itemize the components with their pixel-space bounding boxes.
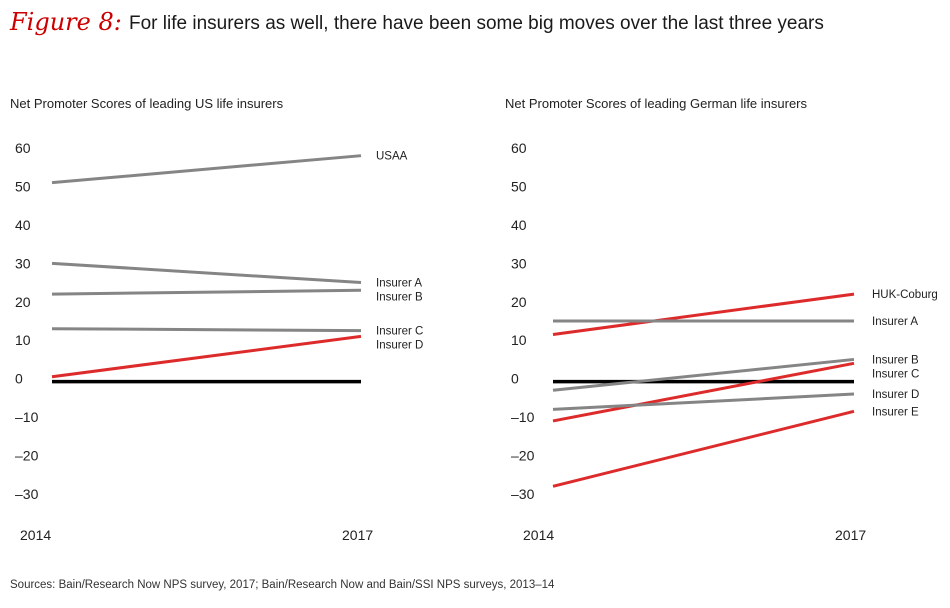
de-series-label: Insurer E xyxy=(872,406,919,418)
de-y-tick-label: –10 xyxy=(511,409,535,425)
figure-title: For life insurers as well, there have be… xyxy=(129,13,824,34)
de-series-label: Insurer A xyxy=(872,316,918,328)
de-y-tick-label: –30 xyxy=(511,486,535,502)
us-series-label: Insurer C xyxy=(376,326,423,338)
us-chart-title: Net Promoter Scores of leading US life i… xyxy=(10,96,284,111)
us-x-tick-label: 2017 xyxy=(342,527,373,543)
de-series-line xyxy=(552,357,855,392)
us-series-line xyxy=(51,261,362,285)
us-y-tick-label: 50 xyxy=(15,178,31,194)
de-series-line xyxy=(552,392,855,411)
us-y-tick-label: 40 xyxy=(15,217,31,233)
de-series-line xyxy=(552,361,855,423)
de-series-label: Insurer B xyxy=(872,354,919,366)
us-x-tick-label: 2014 xyxy=(20,527,51,543)
us-series-label: USAA xyxy=(376,151,408,163)
de-x-tick-label: 2014 xyxy=(523,527,554,543)
us-series-label: Insurer A xyxy=(376,278,422,290)
us-y-tick-label: 10 xyxy=(15,332,31,348)
us-series-line xyxy=(51,288,362,296)
de-y-tick-label: –20 xyxy=(511,448,535,464)
us-y-tick-label: –20 xyxy=(15,448,39,464)
de-y-tick-label: 50 xyxy=(511,178,527,194)
de-y-tick-label: 10 xyxy=(511,332,527,348)
german-chart-title: Net Promoter Scores of leading German li… xyxy=(505,96,808,111)
us-series-line xyxy=(51,327,362,333)
us-y-tick-label: 20 xyxy=(15,294,31,310)
de-series-label: Insurer C xyxy=(872,368,919,380)
us-series-line xyxy=(51,334,362,379)
de-series-label: HUK-Coburg xyxy=(872,289,938,301)
de-y-tick-label: 20 xyxy=(511,294,527,310)
source-note: Sources: Bain/Research Now NPS survey, 2… xyxy=(10,579,555,591)
de-series-line xyxy=(552,292,855,336)
figure-label: Figure 8: xyxy=(10,8,122,36)
de-y-tick-label: 30 xyxy=(511,255,527,271)
de-series-line xyxy=(552,409,855,488)
de-series-label: Insurer D xyxy=(872,389,919,401)
de-x-tick-label: 2017 xyxy=(835,527,866,543)
us-series-line xyxy=(51,154,362,185)
de-y-tick-label: 40 xyxy=(511,217,527,233)
us-series-label: Insurer D xyxy=(376,340,423,352)
us-y-tick-label: 30 xyxy=(15,255,31,271)
us-y-tick-label: 60 xyxy=(15,140,31,156)
us-y-tick-label: –30 xyxy=(15,486,39,502)
us-y-tick-label: 0 xyxy=(15,371,23,387)
de-y-tick-label: 60 xyxy=(511,140,527,156)
us-series-label: Insurer B xyxy=(376,292,423,304)
us-y-tick-label: –10 xyxy=(15,409,39,425)
de-y-tick-label: 0 xyxy=(511,371,519,387)
